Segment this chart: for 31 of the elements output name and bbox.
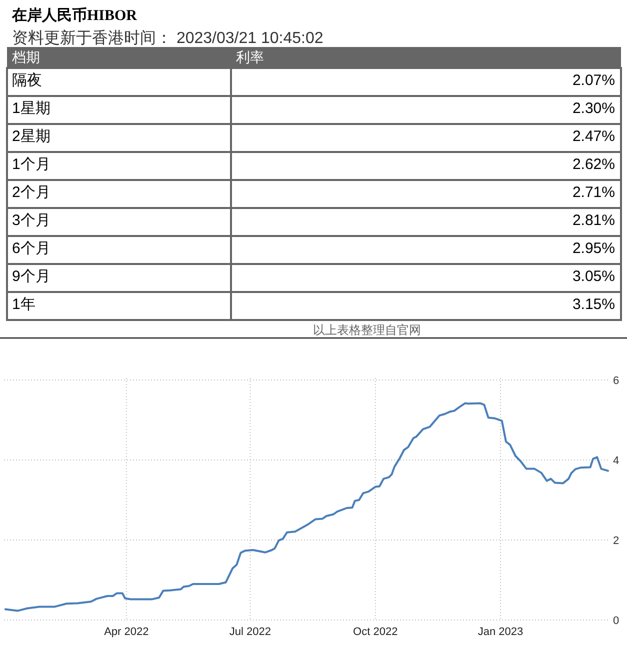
data-label: 2.07% — [572, 72, 615, 89]
y-tick-label: 2 — [613, 535, 620, 547]
data-label: 3.15% — [572, 296, 615, 313]
category-label: 1星期 — [12, 100, 50, 117]
data-label: 2.81% — [572, 212, 615, 229]
category-label: 3个月 — [12, 212, 50, 229]
text: 利率 — [236, 49, 264, 65]
text: 资料更新于香港时间： 2023/03/21 10:45:02 — [12, 29, 324, 47]
data-label: 2.71% — [572, 184, 615, 201]
category-label: 9个月 — [12, 268, 50, 285]
text: 在岸人民币HIBOR — [11, 7, 138, 24]
data-label: 2.30% — [572, 100, 615, 117]
data-label: 2.47% — [572, 128, 615, 145]
data-label: 2.95% — [572, 240, 615, 257]
category-label: 2星期 — [12, 128, 50, 145]
data-label: 2.62% — [572, 156, 615, 173]
y-tick-label: 0 — [613, 615, 620, 627]
category-label: 隔夜 — [12, 72, 42, 89]
text: 档期 — [11, 49, 40, 65]
y-tick-label: 4 — [613, 455, 620, 467]
data-label: 3.05% — [572, 268, 615, 285]
category-label: 6个月 — [12, 240, 50, 257]
text: 以上表格整理自官网 — [313, 323, 421, 337]
x-tick-label: Apr 2022 — [104, 626, 149, 638]
category-label: 1年 — [12, 296, 36, 313]
x-tick-label: Jul 2022 — [229, 626, 272, 638]
category-label: 1个月 — [12, 156, 50, 173]
category-label: 2个月 — [12, 184, 50, 201]
x-tick-label: Jan 2023 — [478, 626, 524, 638]
y-tick-label: 6 — [613, 375, 620, 387]
x-tick-label: Oct 2022 — [353, 626, 398, 638]
